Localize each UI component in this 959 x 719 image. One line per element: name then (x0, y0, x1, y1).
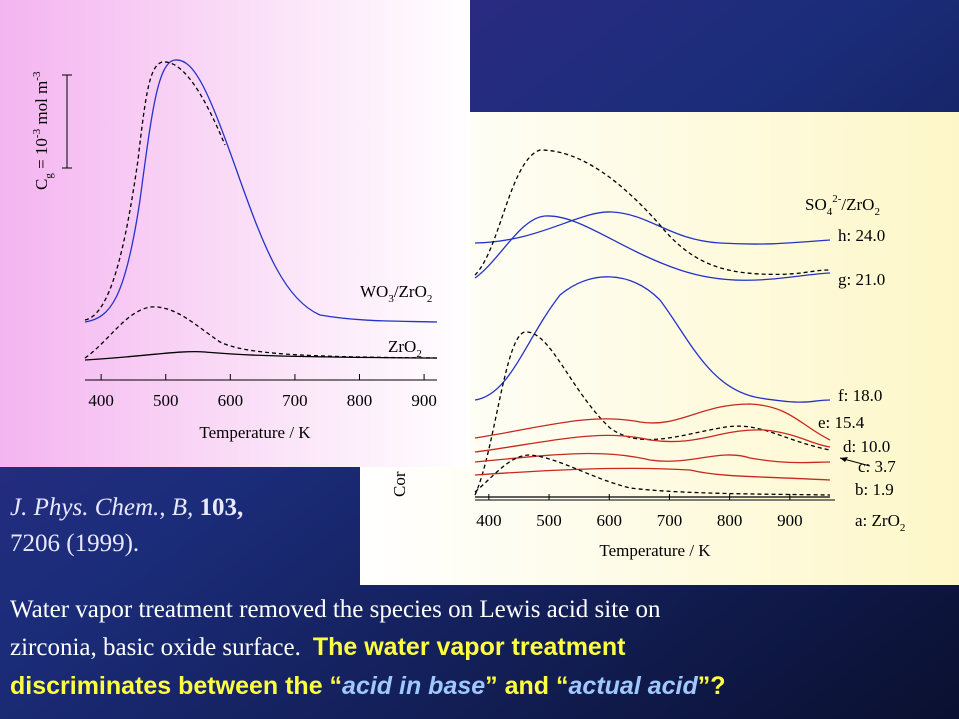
legend-title: SO42-/ZrO2 (805, 193, 880, 218)
curve-label: f: 18.0 (838, 386, 882, 405)
curve-label: e: 15.4 (818, 413, 865, 432)
curve (474, 276, 831, 403)
curve (474, 211, 831, 245)
curve-label: ZrO2 (388, 337, 422, 360)
x-tick-label: 800 (347, 391, 373, 410)
x-tick-label: 500 (153, 391, 179, 410)
curve-label: a: ZrO2 (855, 511, 905, 534)
x-tick-label: 400 (88, 391, 114, 410)
curve (474, 454, 831, 496)
citation: J. Phys. Chem., B, 103, 7206 (1999). (10, 494, 243, 557)
curve-label: c: 3.7 (858, 457, 896, 476)
y-axis-label: Cor (390, 471, 409, 497)
x-tick-label: 800 (717, 511, 743, 530)
body-text: Water vapor treatment removed the specie… (10, 596, 661, 623)
body-text: zirconia, basic oxide surface. The water … (10, 633, 626, 661)
left-panel (0, 0, 470, 467)
curve-label: g: 21.0 (838, 270, 885, 289)
curve-label: d: 10.0 (843, 437, 890, 456)
x-tick-label: 600 (596, 511, 622, 530)
curve (474, 452, 831, 464)
curve-label: h: 24.0 (838, 226, 885, 245)
curve (474, 429, 831, 453)
x-tick-label: 700 (657, 511, 683, 530)
curve (474, 467, 831, 481)
left-chart: Temperature / K Cg = 10-3 mol m-3 WO3/Zr… (31, 59, 438, 442)
x-tick-label: 500 (536, 511, 562, 530)
curve (84, 59, 438, 323)
y-axis-label: Cg = 10-3 mol m-3 (31, 71, 55, 190)
arrow-head (840, 457, 848, 462)
x-tick-label: 700 (282, 391, 308, 410)
curve-label: WO3/ZrO2 (360, 282, 432, 305)
curve (474, 149, 831, 276)
curve (474, 331, 831, 496)
curve (84, 61, 226, 321)
x-tick-label: 600 (218, 391, 244, 410)
x-tick-label: 900 (777, 511, 803, 530)
curve (84, 350, 438, 361)
x-axis-label: Temperature / K (199, 423, 311, 442)
curve (84, 306, 438, 359)
x-axis-label: Temperature / K (599, 541, 711, 560)
x-tick-label: 400 (476, 511, 502, 530)
curve-label: b: 1.9 (855, 480, 894, 499)
highlight-text: discriminates between the “acid in base”… (10, 672, 726, 700)
right-chart: Temperature / K Cor SO42-/ZrO2 h: 24.0 g… (390, 149, 905, 560)
curve (474, 403, 831, 441)
curve (474, 215, 831, 281)
x-tick-label: 900 (411, 391, 437, 410)
